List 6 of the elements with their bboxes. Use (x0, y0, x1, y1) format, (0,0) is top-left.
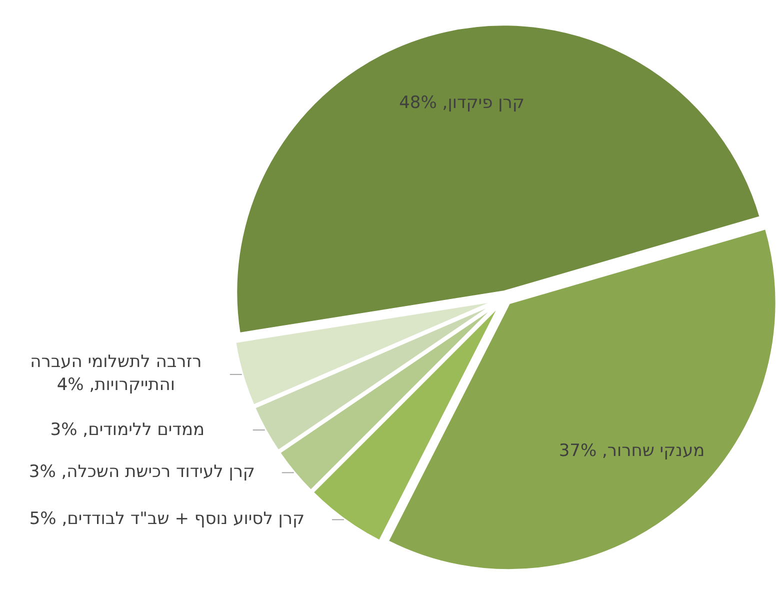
slice-label: רזרבה לתשלומי העברה והתייקרויות, 4% (29, 351, 203, 398)
slice-label: ממדים ללימודים, 3% (49, 418, 206, 442)
slice-label: קרן פיקדון, 48% (399, 92, 524, 116)
slice-label: קרן לעידוד רכישת השכלה, 3% (28, 461, 256, 484)
slice-label: מענקי שחרור, 37% (558, 440, 705, 463)
slice-label: קרן לסיוע נוסף + שב"ד לבודדים, 5% (28, 508, 306, 532)
